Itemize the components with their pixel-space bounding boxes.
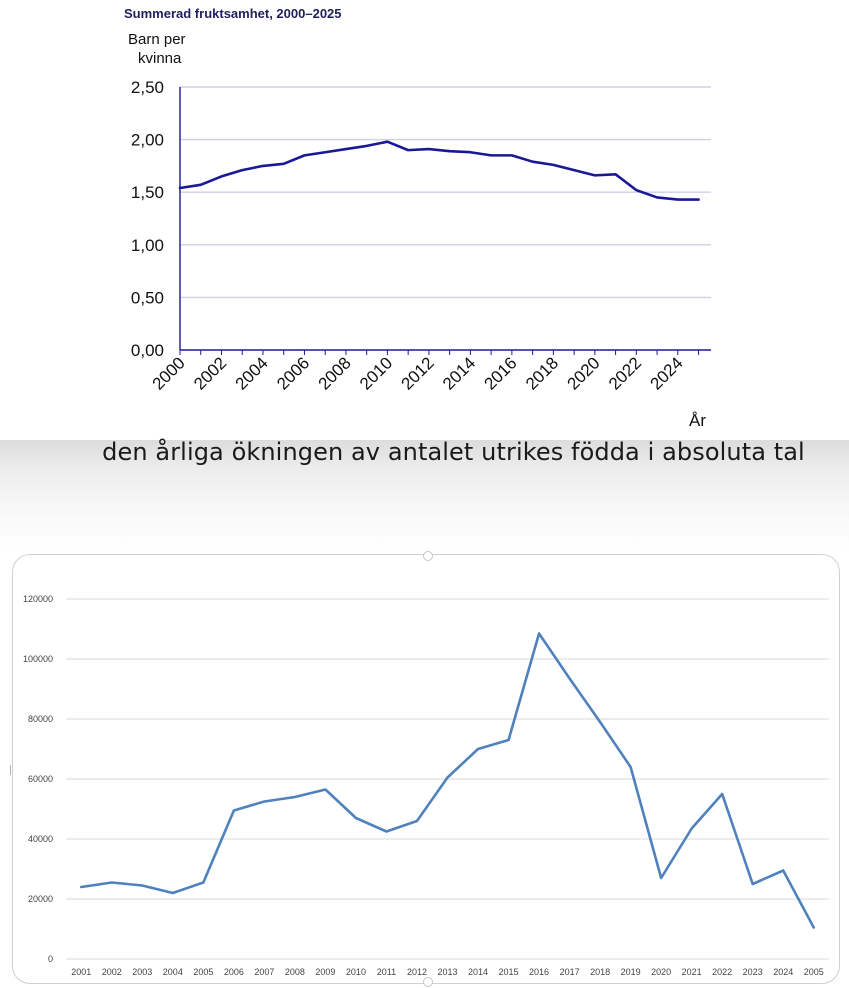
x-tick-label: 2024 <box>646 353 686 393</box>
y-tick-labels: 0 20000 40000 60000 80000 100000 120000 <box>23 594 53 964</box>
x-tick-label: 2008 <box>315 353 355 393</box>
y-tick-label: 80000 <box>28 714 53 724</box>
x-tick-label: 2012 <box>407 967 427 977</box>
x-tick-label: 2010 <box>346 967 366 977</box>
series-line <box>178 140 700 201</box>
x-tick-label: 2006 <box>224 967 244 977</box>
x-tick-label: 2014 <box>439 353 479 393</box>
y-tick-labels: 0,00 0,50 1,00 1,50 2,00 2,50 <box>131 78 164 360</box>
x-tick-label: 2022 <box>605 353 645 393</box>
caption-text: den årliga ökningen av antalet utrikes f… <box>102 438 805 466</box>
y-axis-label: Barn per kvinna <box>128 31 186 67</box>
x-tick-labels: 2001 2002 2003 2004 2005 2006 2007 2008 2009 2010… <box>71 967 824 977</box>
x-tick-label: 2005 <box>804 967 824 977</box>
x-tick-label: 2009 <box>315 967 335 977</box>
x-tick-label: 2023 <box>743 967 763 977</box>
y-tick-label: 100000 <box>23 654 53 664</box>
x-tick-label: 2024 <box>773 967 793 977</box>
x-tick-label: 2022 <box>712 967 732 977</box>
x-tick-label: 2002 <box>190 353 230 393</box>
y-tick-label: 1,00 <box>131 236 164 255</box>
series-lines <box>79 632 816 929</box>
resize-handle-left <box>10 765 15 775</box>
x-tick-label: 2020 <box>563 353 603 393</box>
y-tick-label: 2,50 <box>131 78 164 97</box>
x-tick-label: 2001 <box>71 967 91 977</box>
x-tick-label: 2015 <box>499 967 519 977</box>
gridlines <box>180 86 711 299</box>
x-tick-label: 2003 <box>132 967 152 977</box>
fertility-chart-panel: Summerad fruktsamhet, 2000–2025 Barn per… <box>0 0 849 440</box>
gridlines <box>66 598 829 960</box>
x-tick-label: 2018 <box>522 353 562 393</box>
x-tick-labels: 2000 2002 2004 2006 2008 2010 2012 2014 2016 2018… <box>149 353 687 393</box>
chart-title: Summerad fruktsamhet, 2000–2025 <box>124 6 342 21</box>
x-tick-label: 2017 <box>560 967 580 977</box>
x-tick-label: 2008 <box>285 967 305 977</box>
axes <box>179 87 711 355</box>
x-tick-label: 2011 <box>377 967 396 977</box>
series-line <box>79 632 816 929</box>
x-tick-label: 2006 <box>273 353 313 393</box>
x-tick-label: 2019 <box>621 967 641 977</box>
x-tick-label: 2014 <box>468 967 488 977</box>
y-tick-label: 0,00 <box>131 341 164 360</box>
y-tick-label: 2,00 <box>131 131 164 150</box>
x-tick-label: 2004 <box>232 353 272 393</box>
fertility-rate-chart: Summerad fruktsamhet, 2000–2025 Barn per… <box>124 6 711 430</box>
x-tick-label: 2005 <box>193 967 213 977</box>
x-tick-label: 2010 <box>356 353 396 393</box>
x-tick-label: 2012 <box>398 353 438 393</box>
x-tick-label: 2021 <box>682 967 702 977</box>
y-tick-label: 1,50 <box>131 183 164 202</box>
y-tick-label: 120000 <box>23 594 53 604</box>
divider-band <box>0 440 849 550</box>
x-tick-label: 2007 <box>254 967 274 977</box>
x-tick-label: 2020 <box>651 967 671 977</box>
x-axis-label: År <box>689 411 706 430</box>
x-tick-label: 2018 <box>590 967 610 977</box>
y-tick-label: 0 <box>48 954 53 964</box>
x-tick-label: 2013 <box>437 967 457 977</box>
x-tick-label: 2002 <box>102 967 122 977</box>
x-tick-label: 2016 <box>529 967 549 977</box>
y-tick-label: 40000 <box>28 834 53 844</box>
y-tick-label: 60000 <box>28 774 53 784</box>
x-tick-label: 2016 <box>481 353 521 393</box>
immigration-chart-card: 0 20000 40000 60000 80000 100000 120000 2001 20… <box>10 551 840 987</box>
y-tick-label: 20000 <box>28 894 53 904</box>
resize-handle-top <box>423 551 433 561</box>
resize-handle-bottom <box>423 977 433 987</box>
series-lines <box>178 140 700 201</box>
y-tick-label: 0,50 <box>131 288 164 307</box>
x-tick-label: 2004 <box>163 967 183 977</box>
